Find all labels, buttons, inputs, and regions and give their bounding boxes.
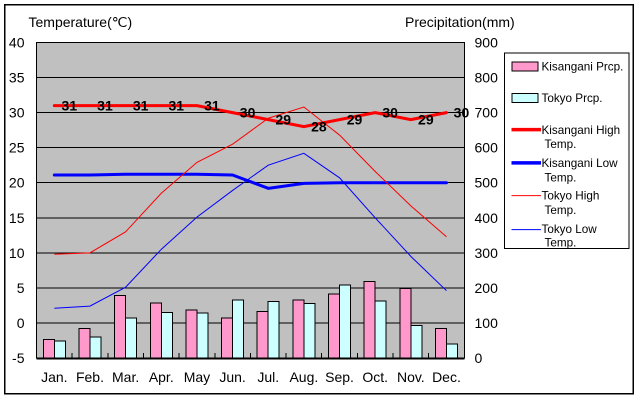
svg-text:0: 0 bbox=[17, 315, 25, 331]
svg-text:29: 29 bbox=[275, 112, 291, 128]
svg-text:Precipitation(mm): Precipitation(mm) bbox=[405, 14, 515, 30]
svg-text:Temp.: Temp. bbox=[545, 204, 577, 217]
svg-text:200: 200 bbox=[475, 280, 499, 296]
svg-text:30: 30 bbox=[454, 105, 470, 121]
svg-text:400: 400 bbox=[475, 210, 499, 226]
svg-text:Kisangani Prcp.: Kisangani Prcp. bbox=[542, 61, 624, 74]
svg-text:600: 600 bbox=[475, 140, 499, 156]
svg-text:28: 28 bbox=[311, 119, 327, 135]
svg-text:100: 100 bbox=[475, 315, 499, 331]
svg-text:Mar.: Mar. bbox=[112, 369, 139, 385]
svg-text:31: 31 bbox=[168, 98, 184, 114]
svg-text:Dec.: Dec. bbox=[432, 369, 461, 385]
svg-text:-5: -5 bbox=[12, 350, 25, 366]
svg-text:Kisangani Low: Kisangani Low bbox=[542, 157, 619, 170]
svg-text:31: 31 bbox=[133, 98, 149, 114]
svg-text:25: 25 bbox=[9, 140, 25, 156]
svg-text:800: 800 bbox=[475, 70, 499, 86]
svg-text:May: May bbox=[184, 369, 210, 385]
svg-text:31: 31 bbox=[62, 98, 78, 114]
svg-text:15: 15 bbox=[9, 210, 25, 226]
svg-text:Jan.: Jan. bbox=[41, 369, 67, 385]
svg-text:Oct.: Oct. bbox=[362, 369, 388, 385]
svg-text:300: 300 bbox=[475, 245, 499, 261]
svg-text:Jul.: Jul. bbox=[257, 369, 279, 385]
svg-text:Temp.: Temp. bbox=[545, 138, 577, 151]
svg-text:20: 20 bbox=[9, 175, 25, 191]
svg-text:31: 31 bbox=[204, 98, 220, 114]
svg-text:Kisangani High: Kisangani High bbox=[542, 124, 621, 137]
svg-text:Tokyo High: Tokyo High bbox=[542, 190, 600, 203]
svg-text:Apr.: Apr. bbox=[149, 369, 174, 385]
svg-text:Sep.: Sep. bbox=[325, 369, 354, 385]
svg-text:29: 29 bbox=[347, 112, 363, 128]
svg-text:35: 35 bbox=[9, 70, 25, 86]
svg-text:Temp.: Temp. bbox=[545, 237, 577, 250]
svg-text:700: 700 bbox=[475, 105, 499, 121]
svg-text:29: 29 bbox=[418, 112, 434, 128]
svg-text:Feb.: Feb. bbox=[76, 369, 104, 385]
svg-text:40: 40 bbox=[9, 35, 25, 51]
svg-text:10: 10 bbox=[9, 245, 25, 261]
svg-text:Tokyo Low: Tokyo Low bbox=[542, 223, 598, 236]
svg-text:Nov.: Nov. bbox=[397, 369, 425, 385]
svg-text:500: 500 bbox=[475, 175, 499, 191]
svg-text:0: 0 bbox=[475, 350, 483, 366]
svg-text:30: 30 bbox=[240, 105, 256, 121]
svg-text:Temp.: Temp. bbox=[545, 172, 577, 185]
svg-text:Tokyo Prcp.: Tokyo Prcp. bbox=[542, 92, 603, 105]
svg-text:31: 31 bbox=[97, 98, 113, 114]
svg-text:5: 5 bbox=[17, 280, 25, 296]
svg-text:900: 900 bbox=[475, 35, 499, 51]
svg-text:Jun.: Jun. bbox=[219, 369, 245, 385]
svg-text:30: 30 bbox=[9, 105, 25, 121]
svg-text:Aug.: Aug. bbox=[289, 369, 318, 385]
svg-text:Temperature(℃): Temperature(℃) bbox=[29, 14, 133, 30]
svg-text:30: 30 bbox=[382, 105, 398, 121]
